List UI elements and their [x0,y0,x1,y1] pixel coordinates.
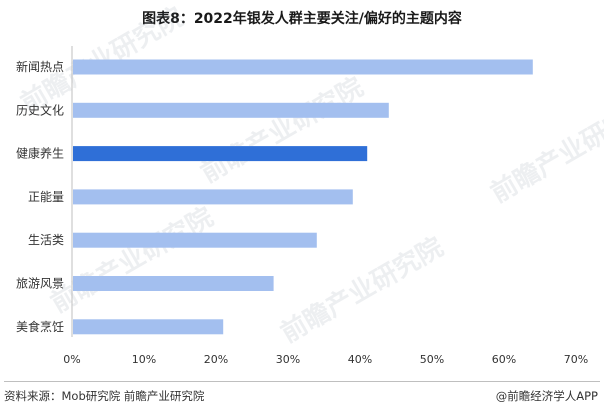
x-tick-label: 50% [420,353,444,366]
bar [73,146,368,162]
category-label: 旅游风景 [16,277,64,291]
bar [73,319,224,335]
x-tick-label: 10% [132,353,156,366]
bar [73,276,274,291]
x-tick-label: 20% [204,353,228,366]
x-tick-label: 30% [276,353,300,366]
bar [73,102,389,118]
credit-note: @前瞻经济学人APP [495,389,598,403]
x-tick-label: 60% [492,353,516,366]
bar [73,59,533,75]
x-tick-label: 0% [63,353,80,366]
x-tick-label: 70% [564,353,588,366]
category-label: 历史文化 [16,102,64,117]
category-label: 正能量 [28,190,64,204]
source-note: 资料来源：Mob研究院 前瞻产业研究院 [4,389,205,403]
chart-title: 图表8：2022年银发人群主要关注/偏好的主题内容 [142,11,462,27]
category-label: 新闻热点 [16,59,64,74]
category-label: 美食烹饪 [16,319,64,334]
bar [73,189,353,205]
footer-divider [4,381,600,382]
category-label: 生活类 [28,233,64,247]
category-label: 健康养生 [16,146,64,161]
bar [73,232,317,248]
x-tick-label: 40% [348,353,372,366]
